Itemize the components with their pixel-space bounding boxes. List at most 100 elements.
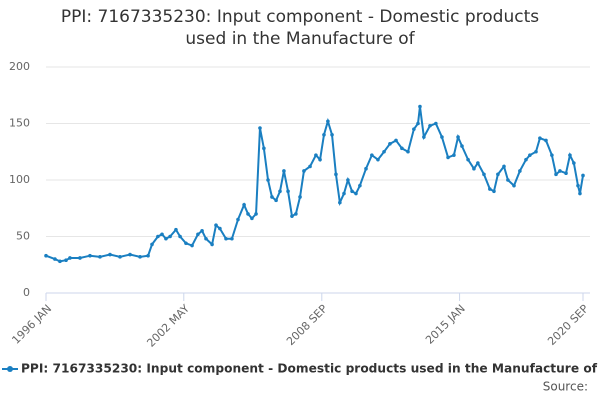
point bbox=[338, 200, 342, 205]
point bbox=[242, 203, 246, 207]
point bbox=[78, 256, 82, 260]
point bbox=[108, 252, 112, 257]
x-tick-label: 2015 JAN bbox=[423, 302, 468, 347]
point bbox=[502, 164, 506, 169]
point bbox=[550, 153, 554, 157]
point bbox=[422, 135, 426, 139]
point bbox=[512, 183, 516, 188]
point bbox=[156, 234, 160, 239]
x-tick-label: 2020 SEP bbox=[545, 302, 591, 348]
point bbox=[298, 195, 302, 199]
point bbox=[564, 171, 568, 176]
x-tick-label: 2008 SEP bbox=[284, 302, 330, 348]
point bbox=[322, 133, 326, 137]
point bbox=[428, 123, 432, 128]
point bbox=[558, 169, 562, 173]
point bbox=[290, 214, 294, 218]
point bbox=[412, 127, 416, 131]
point bbox=[492, 189, 496, 194]
point bbox=[196, 232, 200, 237]
point bbox=[160, 232, 164, 237]
y-tick-label: 200 bbox=[9, 60, 30, 73]
point bbox=[190, 243, 194, 248]
point bbox=[88, 253, 92, 258]
point bbox=[350, 189, 354, 194]
point bbox=[576, 183, 580, 188]
line bbox=[45, 106, 584, 263]
point bbox=[418, 104, 422, 109]
source: Source: bbox=[543, 380, 588, 394]
y-tick-label: 100 bbox=[9, 173, 30, 186]
point bbox=[236, 217, 240, 222]
point bbox=[456, 135, 460, 139]
point bbox=[440, 135, 444, 139]
point bbox=[178, 234, 182, 239]
point bbox=[150, 242, 154, 247]
point bbox=[164, 236, 168, 241]
point bbox=[364, 166, 368, 171]
point bbox=[476, 161, 480, 165]
point bbox=[524, 157, 528, 162]
x-tick-label: 2002 MAY bbox=[144, 302, 192, 350]
point bbox=[314, 153, 318, 157]
point bbox=[334, 172, 338, 177]
y-tick-label: 50 bbox=[16, 230, 30, 243]
legend-marker bbox=[7, 366, 13, 372]
legend-label: PPI: 7167335230: Input component - Domes… bbox=[21, 362, 598, 376]
point bbox=[354, 191, 358, 196]
point bbox=[258, 126, 262, 130]
point bbox=[58, 259, 62, 264]
point bbox=[538, 136, 542, 140]
point bbox=[204, 236, 208, 241]
point bbox=[286, 189, 290, 194]
point bbox=[308, 164, 312, 169]
point bbox=[174, 227, 178, 232]
point bbox=[388, 142, 392, 146]
point bbox=[274, 198, 278, 203]
point bbox=[224, 236, 228, 241]
point bbox=[466, 157, 470, 162]
point bbox=[376, 157, 380, 162]
point bbox=[278, 189, 282, 194]
point bbox=[330, 133, 334, 137]
point bbox=[128, 252, 132, 257]
point bbox=[400, 146, 404, 151]
point bbox=[482, 172, 486, 177]
chart-title: PPI: 7167335230: Input component - Domes… bbox=[61, 7, 539, 27]
y-tick-label: 150 bbox=[9, 117, 30, 130]
point bbox=[262, 146, 266, 151]
point bbox=[270, 195, 274, 199]
point bbox=[342, 191, 346, 196]
point bbox=[68, 256, 72, 260]
point bbox=[230, 236, 234, 241]
point bbox=[370, 153, 374, 157]
point bbox=[346, 178, 350, 182]
point bbox=[554, 172, 558, 177]
point bbox=[318, 157, 322, 162]
point bbox=[254, 212, 258, 216]
point bbox=[266, 178, 270, 182]
point bbox=[581, 173, 585, 178]
point bbox=[200, 229, 204, 233]
y-tick-label: 0 bbox=[23, 286, 30, 299]
point bbox=[496, 172, 500, 177]
chart-title: used in the Manufacture of bbox=[185, 29, 415, 49]
point bbox=[138, 255, 142, 259]
point bbox=[64, 258, 68, 263]
point bbox=[544, 138, 548, 143]
point bbox=[518, 169, 522, 173]
point bbox=[460, 144, 464, 148]
point bbox=[572, 161, 576, 165]
point bbox=[168, 234, 172, 239]
point bbox=[406, 149, 410, 154]
point bbox=[250, 216, 254, 221]
point bbox=[53, 257, 57, 261]
point bbox=[358, 183, 362, 188]
point bbox=[218, 226, 222, 231]
point bbox=[214, 223, 218, 227]
x-tick-label: 1996 JAN bbox=[9, 302, 54, 347]
point bbox=[568, 153, 572, 157]
point bbox=[294, 212, 298, 216]
point bbox=[98, 255, 102, 259]
